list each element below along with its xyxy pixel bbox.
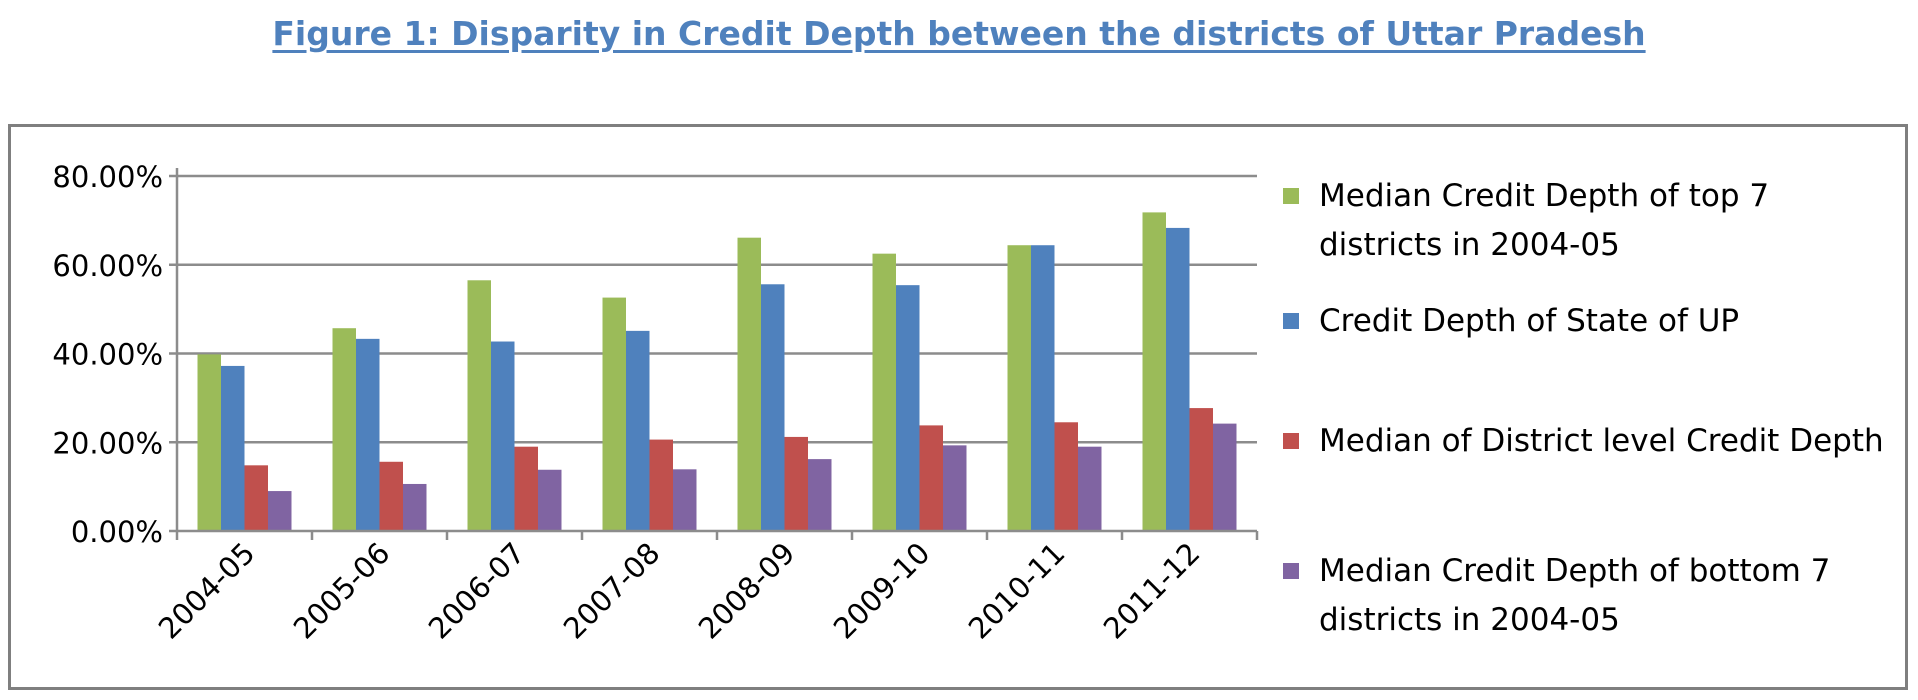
bar-1-2009-10 <box>872 253 896 531</box>
x-tick-label: 2011-12 <box>1097 536 1207 646</box>
chart-frame: 0.00% 20.00% 40.00% 60.00% 80.00% 2004-05 200… <box>8 124 1908 690</box>
bar-3-2009-10 <box>919 425 943 531</box>
bar-1-2008-09 <box>737 237 761 531</box>
bar-2-2005-06 <box>356 338 380 531</box>
y-tick-label: 60.00% <box>52 249 163 283</box>
bar-1-2011-12 <box>1142 212 1166 531</box>
bar-1-2010-11 <box>1007 245 1031 531</box>
legend-label: Median Credit Depth of bottom 7 district… <box>1319 553 1831 638</box>
bar-3-2007-08 <box>649 439 673 531</box>
bar-1-2007-08 <box>602 297 626 531</box>
x-tick-label: 2008-09 <box>692 536 802 646</box>
bar-3-2010-11 <box>1054 422 1078 531</box>
x-tick-label: 2009-10 <box>827 536 937 646</box>
legend-swatch <box>1283 188 1299 204</box>
bar-4-2005-06 <box>403 483 427 531</box>
bar-2-2004-05 <box>221 365 245 531</box>
legend-label: Median of District level Credit Depth <box>1319 423 1884 459</box>
chart-title: Figure 1: Disparity in Credit Depth betw… <box>272 14 1646 53</box>
y-tick-label: 20.00% <box>52 426 163 460</box>
x-tick-label: 2006-07 <box>422 536 532 646</box>
bar-2-2006-07 <box>491 341 515 531</box>
bar-3-2004-05 <box>244 465 268 531</box>
bar-3-2011-12 <box>1189 408 1213 531</box>
bar-4-2004-05 <box>268 491 292 531</box>
legend-swatch <box>1283 313 1299 329</box>
bar-2-2008-09 <box>761 284 785 531</box>
y-tick-label: 80.00% <box>52 160 163 194</box>
y-tick-label: 0.00% <box>71 515 163 549</box>
bar-4-2011-12 <box>1213 423 1237 531</box>
bar-2-2009-10 <box>896 285 920 531</box>
legend-label: Credit Depth of State of UP <box>1319 303 1740 339</box>
bar-4-2010-11 <box>1078 446 1102 531</box>
legend-swatch <box>1283 563 1299 579</box>
bar-1-2005-06 <box>332 328 356 531</box>
x-tick-label: 2004-05 <box>152 536 262 646</box>
x-tick-label: 2007-08 <box>557 536 667 646</box>
bar-1-2004-05 <box>197 354 221 531</box>
bar-2-2011-12 <box>1166 227 1190 531</box>
legend-label: Median Credit Depth of top 7 districts i… <box>1319 178 1770 263</box>
y-tick-label: 40.00% <box>52 338 163 372</box>
x-tick-label: 2010-11 <box>962 536 1072 646</box>
bar-4-2008-09 <box>808 459 832 531</box>
bar-4-2009-10 <box>943 445 967 531</box>
chart-plot: 0.00%20.00%40.00%60.00%80.00% 2004-05 200… <box>52 160 1259 646</box>
bar-4-2007-08 <box>673 469 697 531</box>
bar-1-2006-07 <box>467 280 491 531</box>
bar-3-2006-07 <box>514 446 538 531</box>
bar-4-2006-07 <box>538 469 562 531</box>
x-tick-label: 2005-06 <box>287 536 397 646</box>
bar-2-2007-08 <box>626 330 650 531</box>
bar-3-2005-06 <box>379 461 403 531</box>
bar-3-2008-09 <box>784 436 808 531</box>
legend-swatch <box>1283 433 1299 449</box>
bar-2-2010-11 <box>1031 245 1055 531</box>
